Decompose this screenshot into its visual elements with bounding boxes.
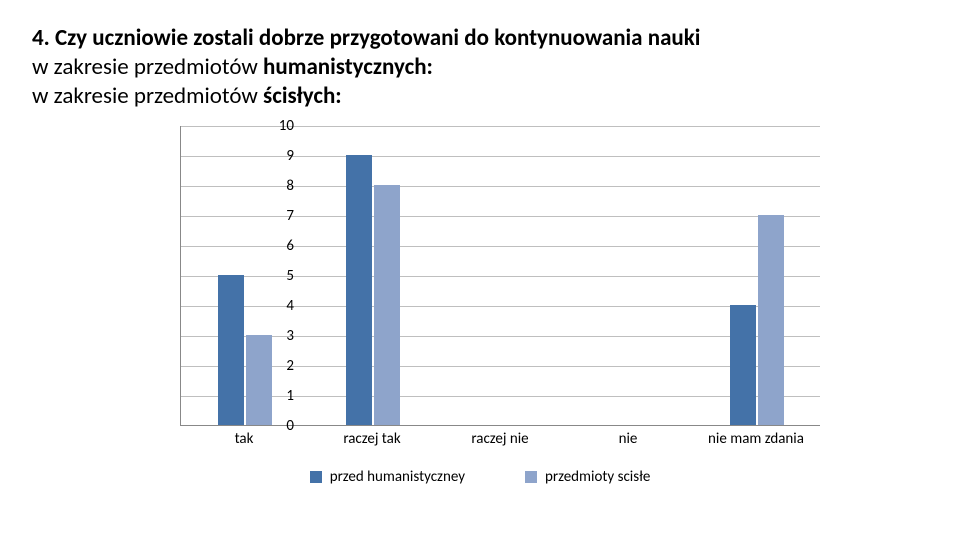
y-tick-label: 9 [234,147,294,165]
y-tick-label: 2 [234,357,294,375]
legend-item: przed humanistyczney [310,468,465,486]
question-heading: 4. Czy uczniowie zostali dobrze przygoto… [32,24,928,110]
bar-series-0 [346,155,372,425]
heading-line1: 4. Czy uczniowie zostali dobrze przygoto… [32,24,700,52]
legend-label: przed humanistyczney [330,468,465,486]
y-tick-label: 6 [234,237,294,255]
y-tick-label: 3 [234,327,294,345]
heading-line3-bold: ścisłych: [263,82,342,110]
bar-series-0 [730,305,756,425]
x-tick-label: raczej nie [436,430,564,448]
bar-series-1 [374,185,400,425]
slide: 4. Czy uczniowie zostali dobrze przygoto… [0,0,960,540]
legend-swatch [525,471,537,483]
legend: przed humanistyczney przedmioty scisłe [100,468,860,486]
x-tick-label: tak [180,430,308,448]
y-tick-label: 5 [234,267,294,285]
heading-line3-prefix: w zakresie przedmiotów [32,82,263,110]
y-tick-label: 4 [234,297,294,315]
legend-swatch [310,471,322,483]
heading-line2-bold: humanistycznych: [263,53,433,81]
y-tick-label: 8 [234,177,294,195]
x-tick-label: nie mam zdania [692,430,820,448]
x-tick-label: nie [564,430,692,448]
bar-series-1 [246,335,272,425]
y-tick-label: 7 [234,207,294,225]
heading-line2-prefix: w zakresie przedmiotów [32,53,263,81]
chart-container: przed humanistyczneyprzedmioty scisłe 01… [100,116,860,516]
x-tick-label: raczej tak [308,430,436,448]
bar-series-1 [758,215,784,425]
y-tick-label: 1 [234,387,294,405]
legend-label: przedmioty scisłe [545,468,650,486]
y-tick-label: 10 [234,117,294,135]
legend-item: przedmioty scisłe [525,468,650,486]
